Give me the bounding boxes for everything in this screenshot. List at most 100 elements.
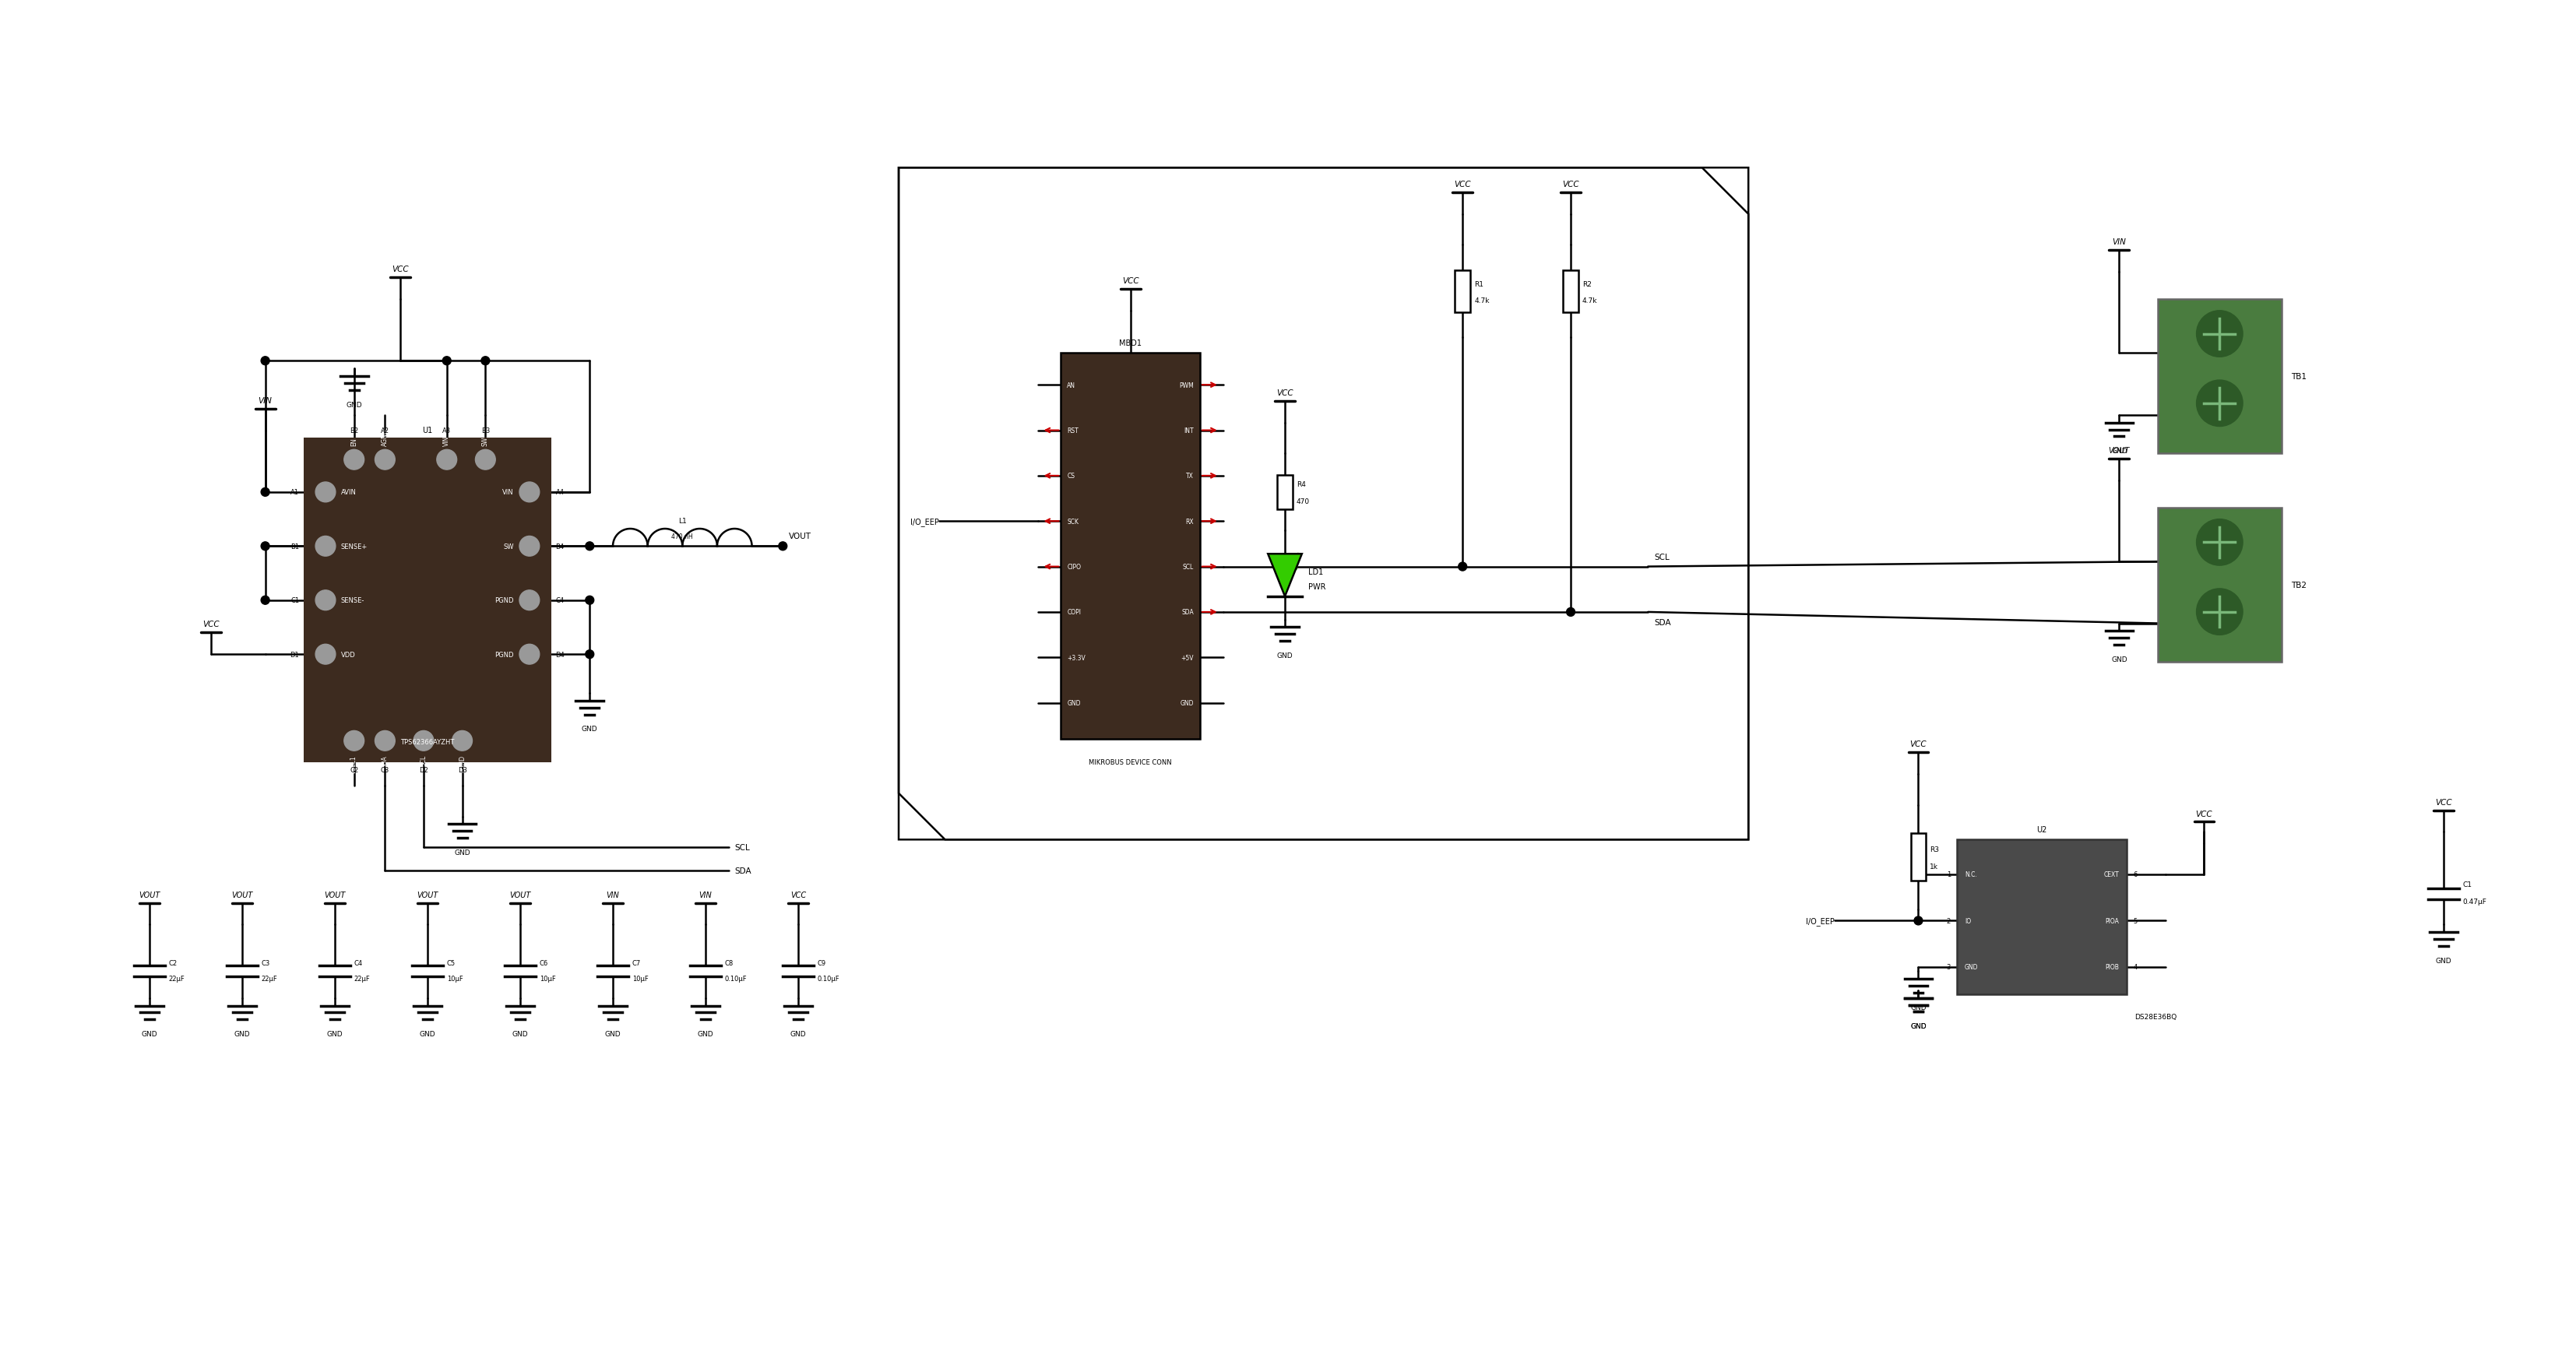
Text: 470 nH: 470 nH	[672, 533, 693, 540]
Text: 10µF: 10µF	[538, 975, 556, 982]
Text: +5V: +5V	[1180, 655, 1193, 661]
Circle shape	[345, 731, 363, 752]
Text: 4: 4	[2133, 963, 2138, 971]
Text: SCL: SCL	[1654, 554, 1669, 560]
Text: TB1: TB1	[2290, 373, 2306, 381]
Circle shape	[585, 543, 595, 551]
Text: B1: B1	[291, 543, 299, 550]
Bar	[2159, 299, 2282, 454]
Text: PIOB: PIOB	[2105, 963, 2120, 971]
Text: AVIN: AVIN	[340, 489, 355, 496]
Bar	[1958, 839, 2128, 994]
Circle shape	[778, 543, 788, 551]
Text: TPS62366AYZHT: TPS62366AYZHT	[399, 738, 453, 746]
Text: GND: GND	[2112, 656, 2128, 663]
Text: SW: SW	[482, 436, 489, 446]
Circle shape	[260, 543, 270, 551]
Circle shape	[376, 450, 394, 470]
Text: C2: C2	[350, 766, 358, 773]
Text: 0.10µF: 0.10µF	[817, 975, 840, 982]
Circle shape	[520, 645, 538, 664]
Text: GND: GND	[1180, 699, 1193, 707]
Text: GND: GND	[2112, 447, 2128, 455]
Text: D2: D2	[420, 766, 428, 773]
Text: A1: A1	[291, 489, 299, 496]
Text: SCK: SCK	[1066, 519, 1079, 525]
Text: C2: C2	[167, 960, 178, 967]
Text: SDA: SDA	[381, 754, 389, 768]
Circle shape	[314, 482, 335, 502]
Circle shape	[520, 590, 538, 610]
Text: A3: A3	[443, 427, 451, 435]
Circle shape	[520, 482, 538, 502]
Circle shape	[2197, 520, 2244, 566]
Text: VOUT: VOUT	[417, 890, 438, 898]
Bar	[1564, 271, 1579, 313]
Bar	[2159, 508, 2282, 663]
Text: VDD: VDD	[340, 651, 355, 659]
Text: C8: C8	[724, 960, 734, 967]
Text: VIN: VIN	[502, 489, 515, 496]
Text: N.C.: N.C.	[1965, 872, 1976, 878]
Text: GND: GND	[1965, 963, 1978, 971]
Bar	[1911, 834, 1927, 881]
Text: LD1: LD1	[1309, 567, 1324, 575]
Text: GND: GND	[142, 1030, 157, 1037]
Circle shape	[260, 357, 270, 365]
Text: SDA: SDA	[734, 867, 752, 874]
Text: C5: C5	[446, 960, 456, 967]
Text: GND: GND	[327, 1030, 343, 1037]
Circle shape	[482, 357, 489, 365]
Text: B2: B2	[350, 427, 358, 435]
Text: VCC: VCC	[1455, 180, 1471, 189]
Text: VOUT: VOUT	[510, 890, 531, 898]
Text: VCC: VCC	[2195, 810, 2213, 818]
Circle shape	[376, 731, 394, 752]
Circle shape	[2197, 589, 2244, 636]
Text: U2: U2	[2038, 826, 2048, 834]
Bar	[1061, 353, 1200, 740]
Text: 22µF: 22µF	[353, 975, 371, 982]
Text: 1k: 1k	[1929, 863, 1940, 870]
Text: AN: AN	[1066, 381, 1077, 389]
Circle shape	[260, 488, 270, 497]
Text: L1: L1	[677, 517, 688, 524]
Text: GND: GND	[1911, 1004, 1927, 1010]
Text: VOUT: VOUT	[325, 890, 345, 898]
Text: GND: GND	[453, 849, 471, 857]
Text: VIN: VIN	[2112, 238, 2125, 247]
Text: GND: GND	[513, 1030, 528, 1037]
Text: A2: A2	[381, 427, 389, 435]
Text: CS: CS	[1066, 473, 1074, 480]
Text: TB2: TB2	[2290, 581, 2306, 589]
Text: 22µF: 22µF	[167, 975, 185, 982]
Circle shape	[1914, 917, 1922, 925]
Text: TX: TX	[1185, 473, 1193, 480]
Text: AGND: AGND	[381, 428, 389, 446]
Text: C9: C9	[817, 960, 827, 967]
Text: VOUT: VOUT	[232, 890, 252, 898]
Text: VCC: VCC	[1561, 180, 1579, 189]
Text: D3: D3	[459, 766, 466, 773]
Circle shape	[314, 536, 335, 556]
Text: VCC: VCC	[204, 621, 219, 628]
Text: A4: A4	[556, 489, 564, 496]
Text: VIN: VIN	[698, 890, 711, 898]
Polygon shape	[1267, 554, 1301, 597]
Text: GND: GND	[791, 1030, 806, 1037]
Text: MBD1: MBD1	[1118, 339, 1141, 348]
Text: VCC: VCC	[791, 890, 806, 898]
Text: 5: 5	[2133, 917, 2138, 924]
Text: I/O_EEP: I/O_EEP	[1806, 917, 1834, 925]
Text: SCL: SCL	[1182, 563, 1193, 570]
Text: C4: C4	[353, 960, 363, 967]
Text: R2: R2	[1582, 280, 1592, 287]
Text: SENSE+: SENSE+	[340, 543, 368, 550]
Text: INT: INT	[1185, 427, 1193, 434]
Text: GND: GND	[1278, 652, 1293, 659]
Text: R1: R1	[1473, 280, 1484, 287]
Text: PIOA: PIOA	[2105, 917, 2120, 924]
Text: CEXT: CEXT	[2105, 872, 2120, 878]
Text: PWR: PWR	[1309, 583, 1327, 591]
Text: SDA: SDA	[1654, 618, 1672, 626]
